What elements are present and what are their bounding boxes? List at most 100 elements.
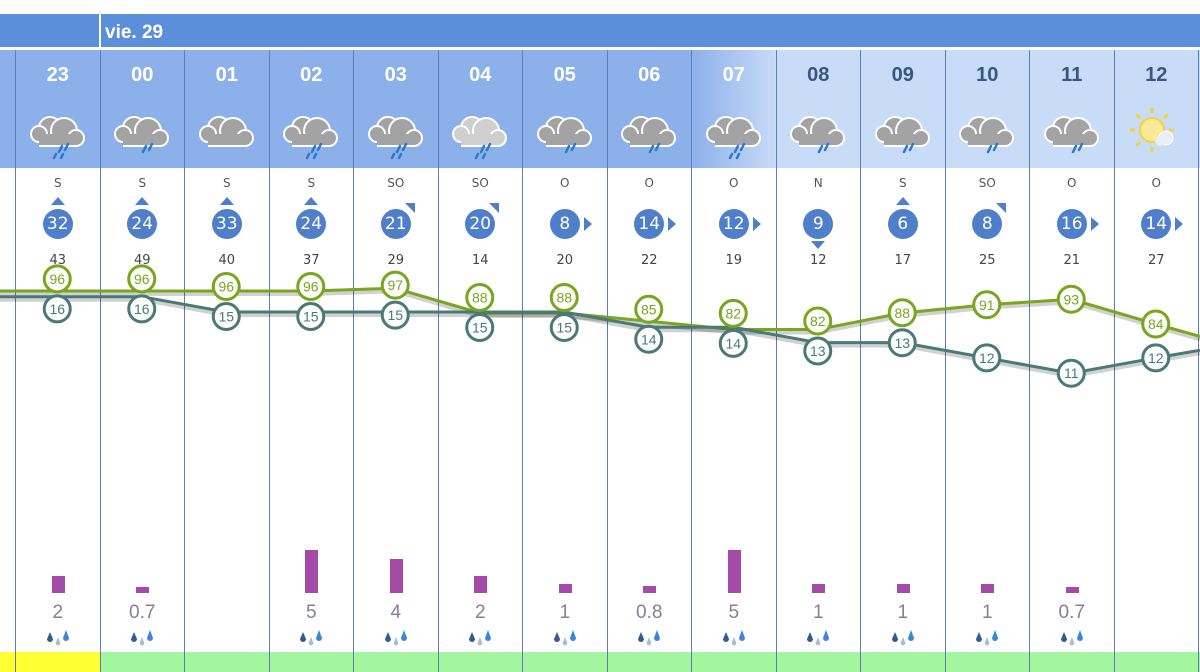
wind-gust: 37 (302, 253, 320, 268)
rain-drops-icon (638, 630, 661, 646)
hour-header (523, 50, 607, 168)
precip-bar (727, 550, 741, 593)
wind-speed: 33 (211, 209, 242, 239)
precip-amount: 0.7 (129, 602, 156, 623)
cloudy-weather-icon (198, 116, 254, 147)
rain-weather-icon (114, 116, 170, 154)
wind-speed: 24 (127, 209, 158, 239)
wind-gust: 27 (1147, 253, 1165, 268)
hour-label: 23 (46, 64, 69, 86)
precip-bar (305, 550, 319, 593)
hour-header (776, 50, 860, 168)
precip-bar (51, 575, 65, 593)
alert-strip (354, 652, 438, 672)
wind-gust: 25 (978, 253, 996, 268)
wind-direction-arrow-icon (752, 217, 761, 231)
forecast-column: 10 SO 8 25 1 (944, 50, 1029, 672)
day-label: vie. 29 (105, 22, 164, 43)
forecast-column: 04 SO 20 14 2 (437, 50, 522, 672)
wind-direction-arrow-icon (404, 203, 415, 213)
hour-label: 01 (215, 64, 238, 86)
alert-strip (945, 652, 1029, 672)
wind-direction: SO (471, 176, 489, 190)
rain-heavy-weather-icon (705, 116, 761, 160)
rain-drops-icon (553, 630, 576, 646)
hour-header (100, 50, 184, 168)
rain-drops-icon (384, 630, 407, 646)
hour-label: 00 (131, 64, 154, 86)
rain-drops-icon (469, 630, 492, 646)
hour-header (354, 50, 438, 168)
wind-speed: 32 (42, 209, 73, 239)
hour-label: 07 (722, 64, 745, 86)
rain-drops-icon (46, 630, 69, 646)
hour-header (1030, 50, 1114, 168)
alert-strip (1030, 652, 1114, 672)
rain-drops-icon (807, 630, 830, 646)
forecast-column: 00 S 24 49 0.7 (99, 50, 184, 672)
precip-amount: 1 (897, 602, 909, 623)
wind-direction-arrow-icon (1090, 217, 1099, 231)
rain-drops-icon (131, 630, 154, 646)
wind-gust: 19 (725, 253, 743, 268)
forecast-column: 05 O 8 20 1 (522, 50, 607, 672)
wind-direction-arrow-icon (304, 197, 319, 205)
hour-label: 05 (553, 64, 576, 86)
precip-amount: 1 (559, 602, 571, 623)
forecast-column: 07 O 12 19 5 (691, 50, 776, 672)
rain-heavy-weather-icon (283, 116, 339, 160)
wind-gust: 21 (1063, 253, 1081, 268)
rain-drops-icon (300, 630, 323, 646)
alert-strip (692, 652, 776, 672)
wind-direction: O (729, 176, 739, 190)
precip-bar (474, 575, 488, 593)
forecast-column-partial (0, 50, 15, 672)
wind-direction: S (53, 176, 62, 190)
wind-gust: 40 (218, 253, 236, 268)
rain-heavy-weather-icon (367, 116, 423, 160)
wind-gust: 17 (894, 253, 912, 268)
rain-drops-icon (976, 630, 999, 646)
wind-gust: 22 (640, 253, 658, 268)
day-divider (99, 14, 101, 47)
alert-strip (1114, 652, 1198, 672)
alert-strip (776, 652, 860, 672)
hour-header (185, 50, 269, 168)
hour-label: 03 (384, 64, 407, 86)
precip-bar (389, 558, 403, 593)
hour-label: 11 (1061, 64, 1083, 86)
precip-amount: 2 (474, 602, 486, 623)
alert-strip (607, 652, 691, 672)
wind-direction: O (644, 176, 654, 190)
precip-bar (136, 586, 150, 593)
wind-speed: 12 (718, 209, 749, 239)
wind-speed: 6 (887, 209, 918, 239)
wind-gust: 12 (809, 253, 827, 268)
forecast-column: 09 S 6 17 1 (860, 50, 945, 672)
wind-direction: N (813, 176, 823, 190)
alert-strip (438, 652, 522, 672)
forecast-column: 01 S 33 40 (184, 50, 269, 672)
precip-bar (643, 586, 657, 593)
hour-label: 06 (638, 64, 661, 86)
alert-strip (185, 652, 269, 672)
precip-amount: 5 (305, 602, 317, 623)
day-header (0, 14, 1200, 47)
alert-strip (100, 652, 184, 672)
wind-direction-arrow-icon (135, 197, 150, 205)
rain-heavy-light-weather-icon (452, 116, 508, 160)
forecast-column: 12 O 14 27 (1113, 50, 1198, 672)
wind-speed: 14 (1141, 209, 1172, 239)
wind-direction-arrow-icon (583, 217, 592, 231)
precip-bar (812, 584, 826, 593)
rain-weather-icon (874, 116, 930, 154)
rain-weather-icon (536, 116, 592, 154)
wind-speed: 20 (465, 209, 496, 239)
forecast-column: 03 SO 21 29 4 (353, 50, 438, 672)
forecast-column: 06 O 14 22 0.8 (606, 50, 691, 672)
hour-label: 02 (300, 64, 323, 86)
precip-amount: 1 (981, 602, 993, 623)
wind-direction: S (138, 176, 147, 190)
alert-strip (861, 652, 945, 672)
wind-speed: 14 (634, 209, 665, 239)
